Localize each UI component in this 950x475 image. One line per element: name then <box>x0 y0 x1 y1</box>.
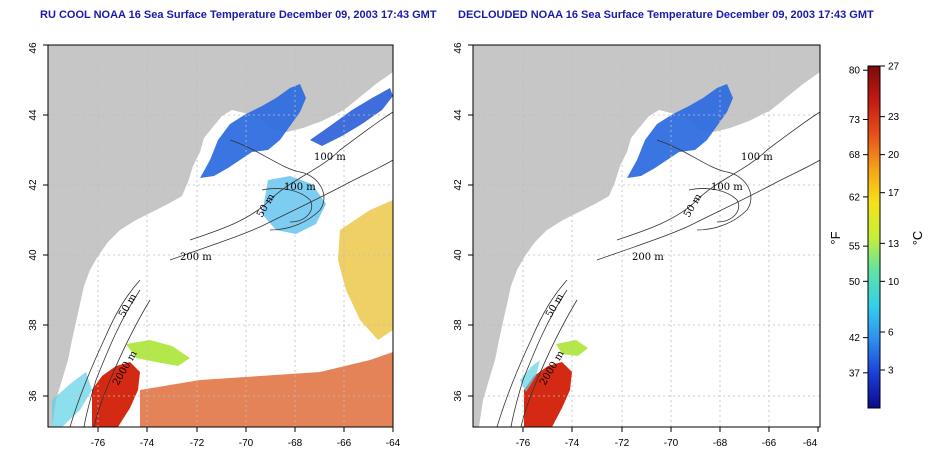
right-y-tick-label: 38 <box>453 319 464 331</box>
left-sst-cool-shelf <box>262 176 326 234</box>
right-y-tick-label: 36 <box>453 390 464 402</box>
colorbar-gradient <box>867 65 881 409</box>
left-y-tick-label: 42 <box>28 179 39 191</box>
right-map-panel: 100 m 100 m 50 m 200 m 50 m 2000 m -76 -… <box>453 42 821 449</box>
right-sst-green-patch <box>556 340 588 356</box>
left-map-panel: 100 m 100 m 50 m 200 m 50 m 2000 m -76 -… <box>28 42 401 449</box>
left-y-tick-label: 40 <box>28 249 39 261</box>
left-map-frame <box>47 44 394 428</box>
fahrenheit-axis-label: °F <box>828 231 843 244</box>
left-sst-shelf-cyan <box>52 372 92 427</box>
right-map-frame <box>472 44 821 428</box>
fahrenheit-tick-label: 68 <box>849 150 861 161</box>
celsius-tick-label: 20 <box>888 150 900 161</box>
left-sst-cold-gulf-of-maine <box>200 84 306 178</box>
celsius-tick-label: 23 <box>888 112 900 123</box>
left-sst-gulf-stream <box>92 362 140 427</box>
left-axis-ticks <box>43 44 394 432</box>
right-x-tick-label: -66 <box>762 438 777 449</box>
right-y-tick-label: 42 <box>453 179 464 191</box>
celsius-tick-label: 10 <box>888 277 900 288</box>
left-island <box>48 106 68 134</box>
celsius-tick-label: 3 <box>888 366 894 377</box>
left-sst-green-patch <box>126 340 190 366</box>
colorbar-ticks: 80 73 68 62 55 50 42 37 27 23 20 17 13 10 6 3 <box>849 62 900 380</box>
fahrenheit-tick-label: 80 <box>849 66 861 77</box>
right-sst-shelf-cyan <box>520 360 540 392</box>
fahrenheit-tick-label: 42 <box>849 333 861 344</box>
right-x-tick-label: -74 <box>565 438 580 449</box>
left-x-tick-label: -72 <box>190 438 205 449</box>
fahrenheit-tick-label: 50 <box>849 277 861 288</box>
left-contour-label: 100 m <box>314 152 346 163</box>
left-contour-label: 200 m <box>180 252 212 263</box>
right-sst-gulf-stream <box>524 362 572 427</box>
right-x-tick-label: -68 <box>713 438 728 449</box>
fahrenheit-tick-label: 62 <box>849 192 861 203</box>
left-panel-title: RU COOL NOAA 16 Sea Surface Temperature … <box>40 9 437 21</box>
right-x-tick-label: -76 <box>516 438 531 449</box>
left-x-tick-label: -74 <box>140 438 155 449</box>
left-sst-warm-northeast <box>338 200 393 340</box>
fahrenheit-tick-label: 37 <box>849 368 861 379</box>
celsius-tick-label: 27 <box>888 62 900 73</box>
fahrenheit-tick-label: 55 <box>849 242 861 253</box>
right-sst-cold-gulf-of-maine <box>627 84 733 178</box>
right-contour-label: 100 m <box>741 152 773 163</box>
left-y-tick-label: 44 <box>28 109 39 121</box>
right-y-tick-label: 40 <box>453 249 464 261</box>
fahrenheit-tick-label: 73 <box>849 115 861 126</box>
celsius-tick-label: 17 <box>888 188 900 199</box>
right-axis-ticks <box>468 44 819 432</box>
right-grid <box>473 45 820 427</box>
left-y-tick-label: 36 <box>28 390 39 402</box>
right-bathymetry-contours <box>496 111 820 427</box>
right-contour-label: 100 m <box>711 182 743 193</box>
left-y-tick-label: 38 <box>28 319 39 331</box>
left-grid <box>48 45 393 427</box>
right-x-tick-label: -64 <box>803 438 818 449</box>
left-x-tick-label: -66 <box>337 438 352 449</box>
right-land-mass <box>473 45 820 427</box>
right-y-tick-label: 44 <box>453 109 464 121</box>
left-x-tick-label: -76 <box>91 438 106 449</box>
left-bathymetry-contours <box>69 111 393 427</box>
left-y-tick-label: 46 <box>28 42 39 54</box>
celsius-tick-label: 6 <box>888 328 894 339</box>
colorbar: 80 73 68 62 55 50 42 37 27 23 20 17 13 10 6 3 °F °C <box>828 62 925 409</box>
left-sst-warm-south <box>140 352 393 427</box>
left-land-mass <box>48 45 393 427</box>
right-panel-title: DECLOUDED NOAA 16 Sea Surface Temperatur… <box>458 9 874 21</box>
right-contour-label: 200 m <box>632 252 664 263</box>
right-x-tick-label: -70 <box>664 438 679 449</box>
left-x-tick-label: -64 <box>386 438 401 449</box>
left-x-tick-label: -68 <box>288 438 303 449</box>
left-sst-cold-scotian <box>310 88 393 146</box>
celsius-tick-label: 13 <box>888 239 900 250</box>
celsius-axis-label: °C <box>910 231 925 246</box>
left-x-tick-label: -70 <box>239 438 254 449</box>
right-y-tick-label: 46 <box>453 42 464 54</box>
left-contour-label: 100 m <box>284 182 316 193</box>
right-x-tick-label: -72 <box>615 438 630 449</box>
